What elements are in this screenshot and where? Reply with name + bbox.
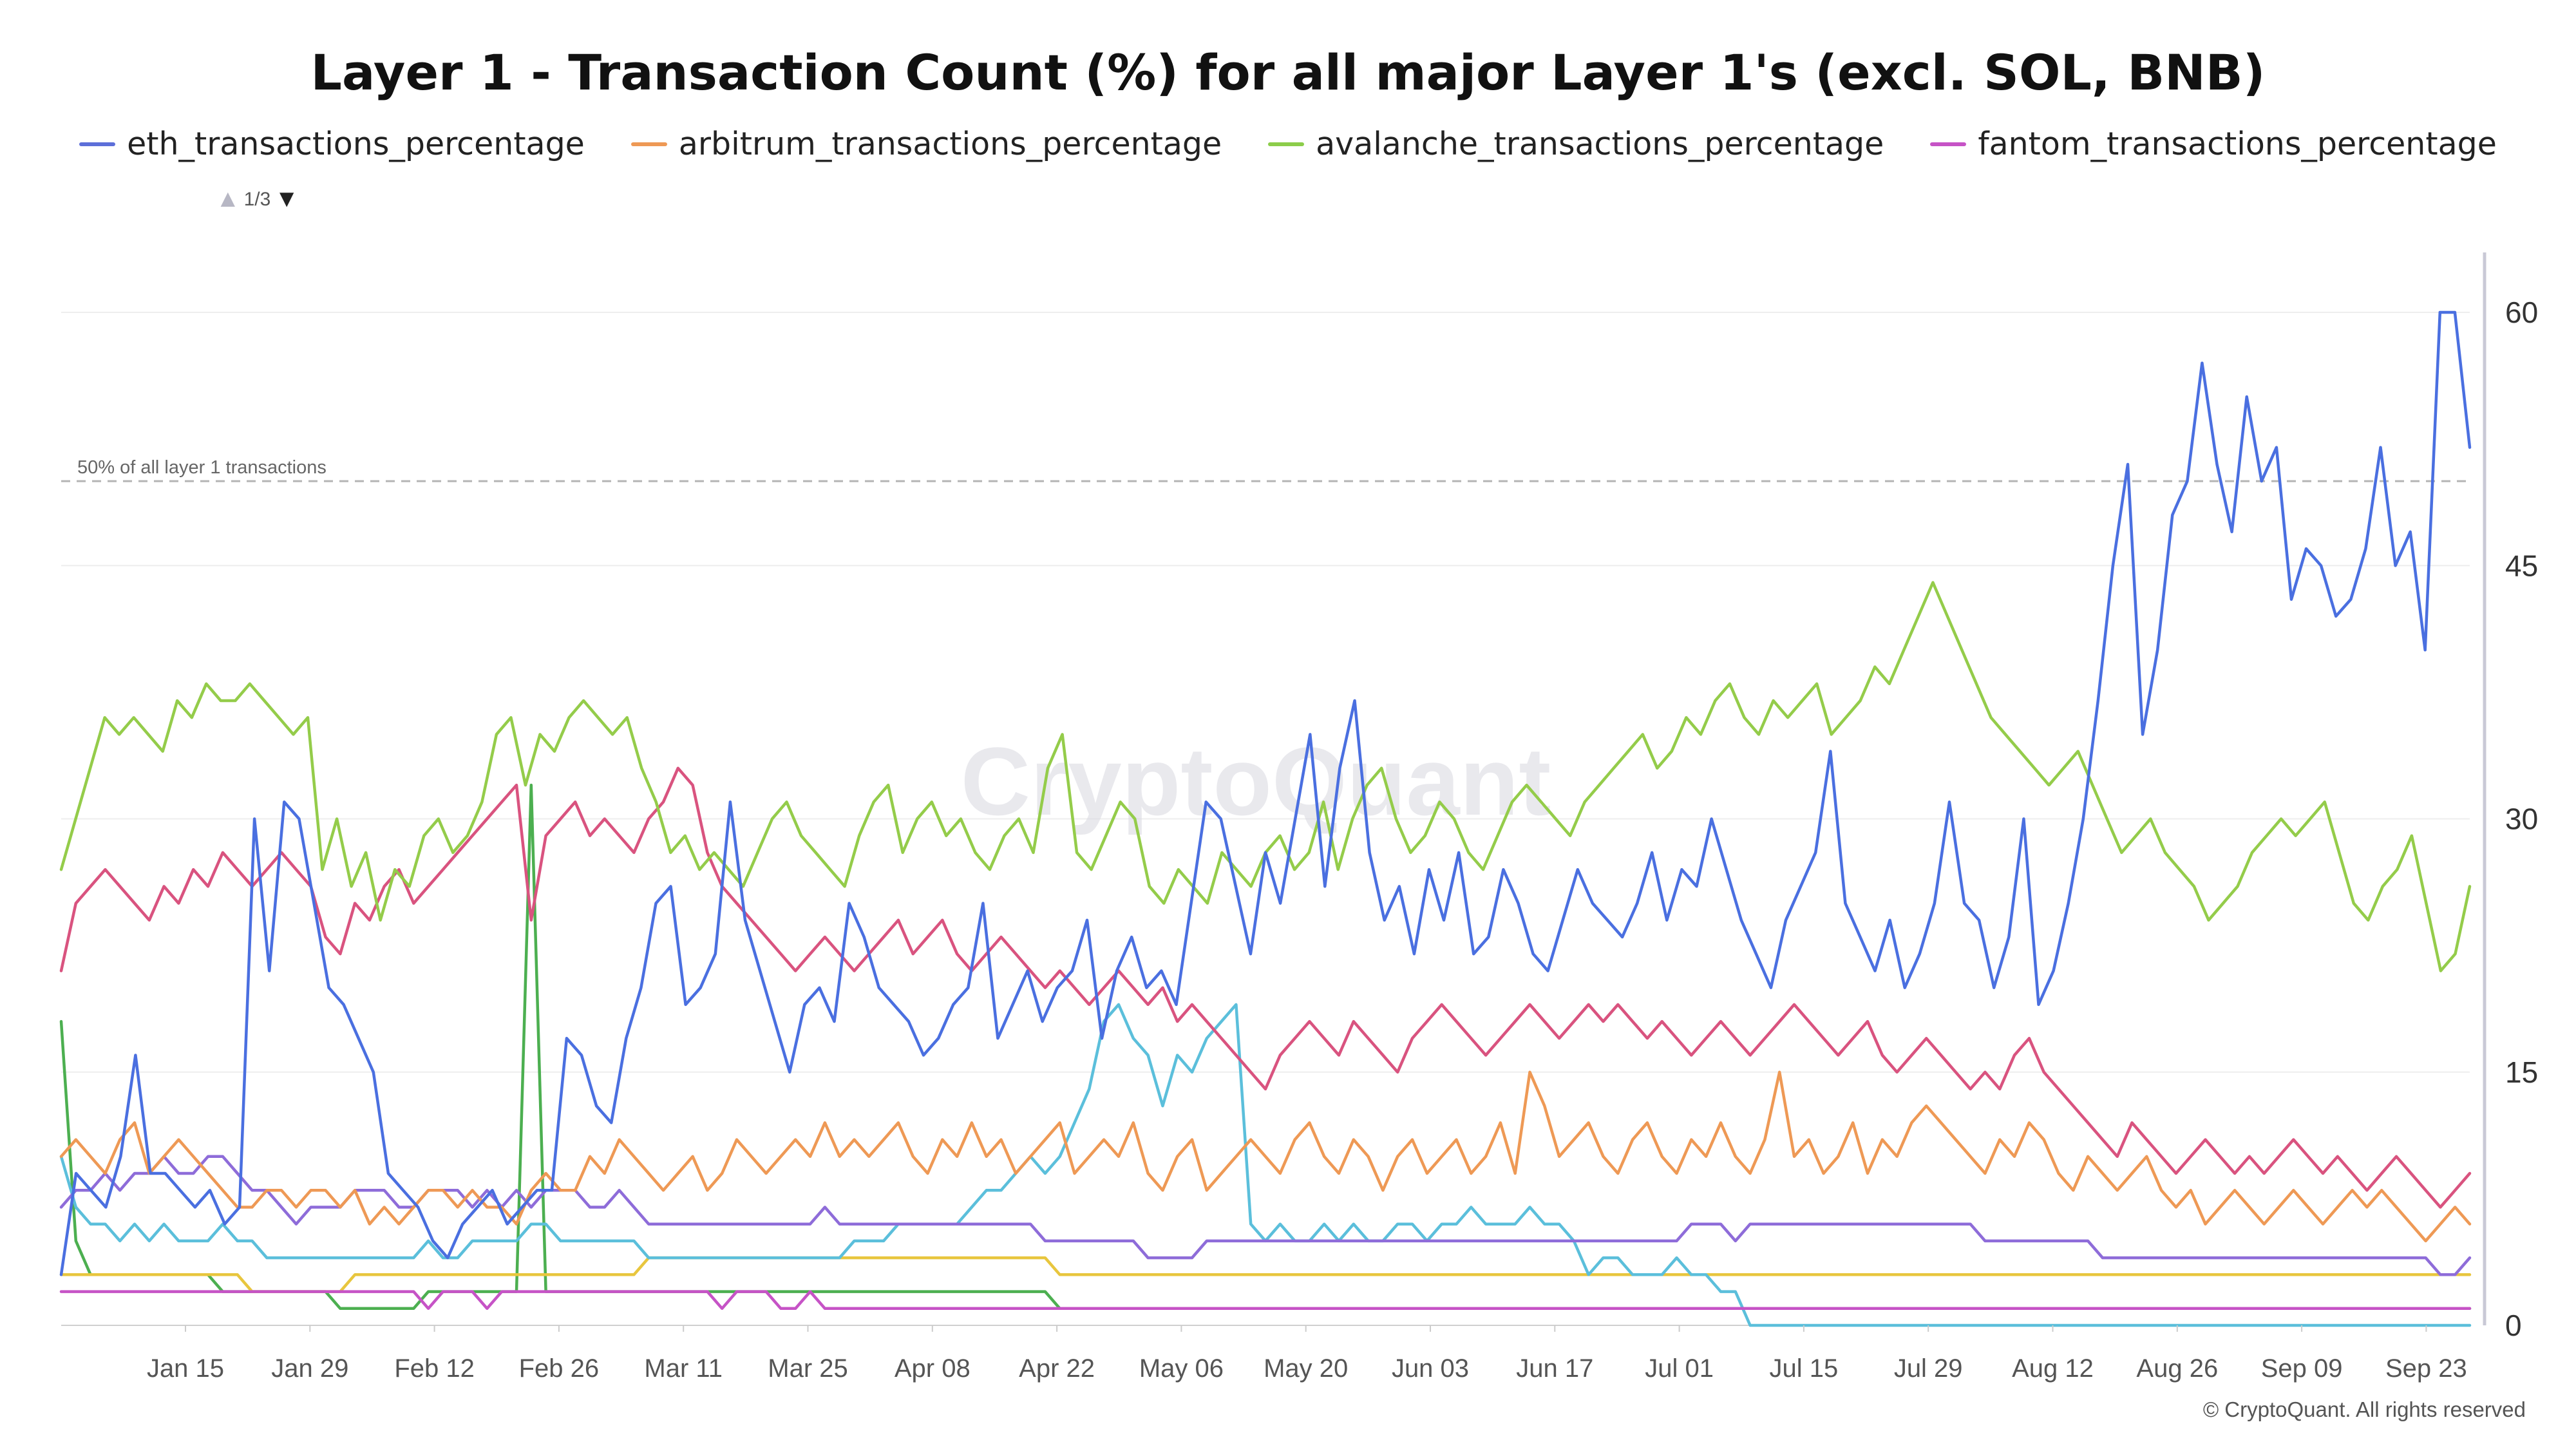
y-axis: 0 15 30 45 60 bbox=[2483, 252, 2538, 1342]
pager-page-indicator: 1/3 bbox=[243, 188, 271, 210]
legend-swatch-eth bbox=[79, 142, 116, 146]
copyright-footer: © CryptoQuant. All rights reserved bbox=[2202, 1397, 2526, 1421]
reference-line-label: 50% of all layer 1 transactions bbox=[77, 457, 327, 478]
x-tick-label: May 06 bbox=[1139, 1354, 1224, 1383]
legend-swatch-arbitrum bbox=[630, 142, 667, 146]
x-tick-label: Aug 26 bbox=[2136, 1354, 2218, 1383]
x-tick-label: Feb 12 bbox=[394, 1354, 475, 1383]
reference-line: 50% of all layer 1 transactions bbox=[61, 457, 2470, 482]
legend-pager: ▲ 1/3 ▼ bbox=[216, 185, 299, 213]
x-tick-label: Jun 17 bbox=[1516, 1354, 1593, 1383]
x-tick-label: Jul 29 bbox=[1894, 1354, 1963, 1383]
series-lines bbox=[59, 310, 2472, 1327]
legend-label-arbitrum: arbitrum_transactions_percentage bbox=[678, 126, 1222, 162]
legend-item-avalanche[interactable]: avalanche_transactions_percentage bbox=[1268, 126, 1884, 162]
legend-label-eth: eth_transactions_percentage bbox=[127, 126, 585, 162]
x-tick-label: Apr 08 bbox=[895, 1354, 971, 1383]
series-line-8 bbox=[59, 783, 2472, 1311]
x-tick-label: Jul 01 bbox=[1645, 1354, 1714, 1383]
watermark: CryptoQuant bbox=[961, 727, 1551, 835]
pager-down-icon[interactable]: ▼ bbox=[274, 185, 299, 213]
y-tick-label: 45 bbox=[2505, 549, 2538, 582]
legend-swatch-fantom bbox=[1930, 142, 1967, 146]
x-tick-label: Sep 09 bbox=[2261, 1354, 2343, 1383]
x-tick-label: Feb 26 bbox=[519, 1354, 600, 1383]
series-line-6 bbox=[59, 1155, 2472, 1276]
chart-title: Layer 1 - Transaction Count (%) for all … bbox=[310, 44, 2266, 101]
chart-legend: eth_transactions_percentage arbitrum_tra… bbox=[0, 126, 2576, 162]
x-tick-label: Sep 23 bbox=[2385, 1354, 2467, 1383]
legend-swatch-avalanche bbox=[1268, 142, 1305, 146]
y-tick-label: 15 bbox=[2505, 1056, 2538, 1089]
series-line-0 bbox=[59, 310, 2472, 1276]
legend-item-eth[interactable]: eth_transactions_percentage bbox=[79, 126, 585, 162]
series-line-3 bbox=[59, 1290, 2472, 1311]
legend-item-arbitrum[interactable]: arbitrum_transactions_percentage bbox=[630, 126, 1222, 162]
y-tick-label: 30 bbox=[2505, 802, 2538, 836]
x-tick-label: Aug 12 bbox=[2012, 1354, 2094, 1383]
x-tick-label: May 20 bbox=[1264, 1354, 1348, 1383]
x-tick-label: Jan 29 bbox=[271, 1354, 348, 1383]
series-line-7 bbox=[59, 1256, 2472, 1293]
x-tick-label: Jul 15 bbox=[1770, 1354, 1839, 1383]
x-axis: Jan 15 Jan 29 Feb 12 Feb 26 Mar 11 Mar 25 Apr … bbox=[147, 1325, 2467, 1383]
series-line-1 bbox=[59, 1070, 2472, 1243]
legend-item-fantom[interactable]: fantom_transactions_percentage bbox=[1930, 126, 2497, 162]
series-line-4 bbox=[59, 766, 2472, 1209]
x-tick-label: Jun 03 bbox=[1392, 1354, 1469, 1383]
legend-label-avalanche: avalanche_transactions_percentage bbox=[1316, 126, 1884, 162]
legend-label-fantom: fantom_transactions_percentage bbox=[1978, 126, 2497, 162]
x-tick-label: Mar 25 bbox=[768, 1354, 848, 1383]
x-tick-label: Mar 11 bbox=[644, 1354, 723, 1383]
y-tick-label: 60 bbox=[2505, 296, 2538, 329]
y-tick-label: 0 bbox=[2505, 1309, 2522, 1342]
pager-up-icon[interactable]: ▲ bbox=[216, 185, 240, 213]
series-line-5 bbox=[59, 1003, 2472, 1327]
x-tick-label: Apr 22 bbox=[1019, 1354, 1095, 1383]
x-tick-label: Jan 15 bbox=[147, 1354, 224, 1383]
